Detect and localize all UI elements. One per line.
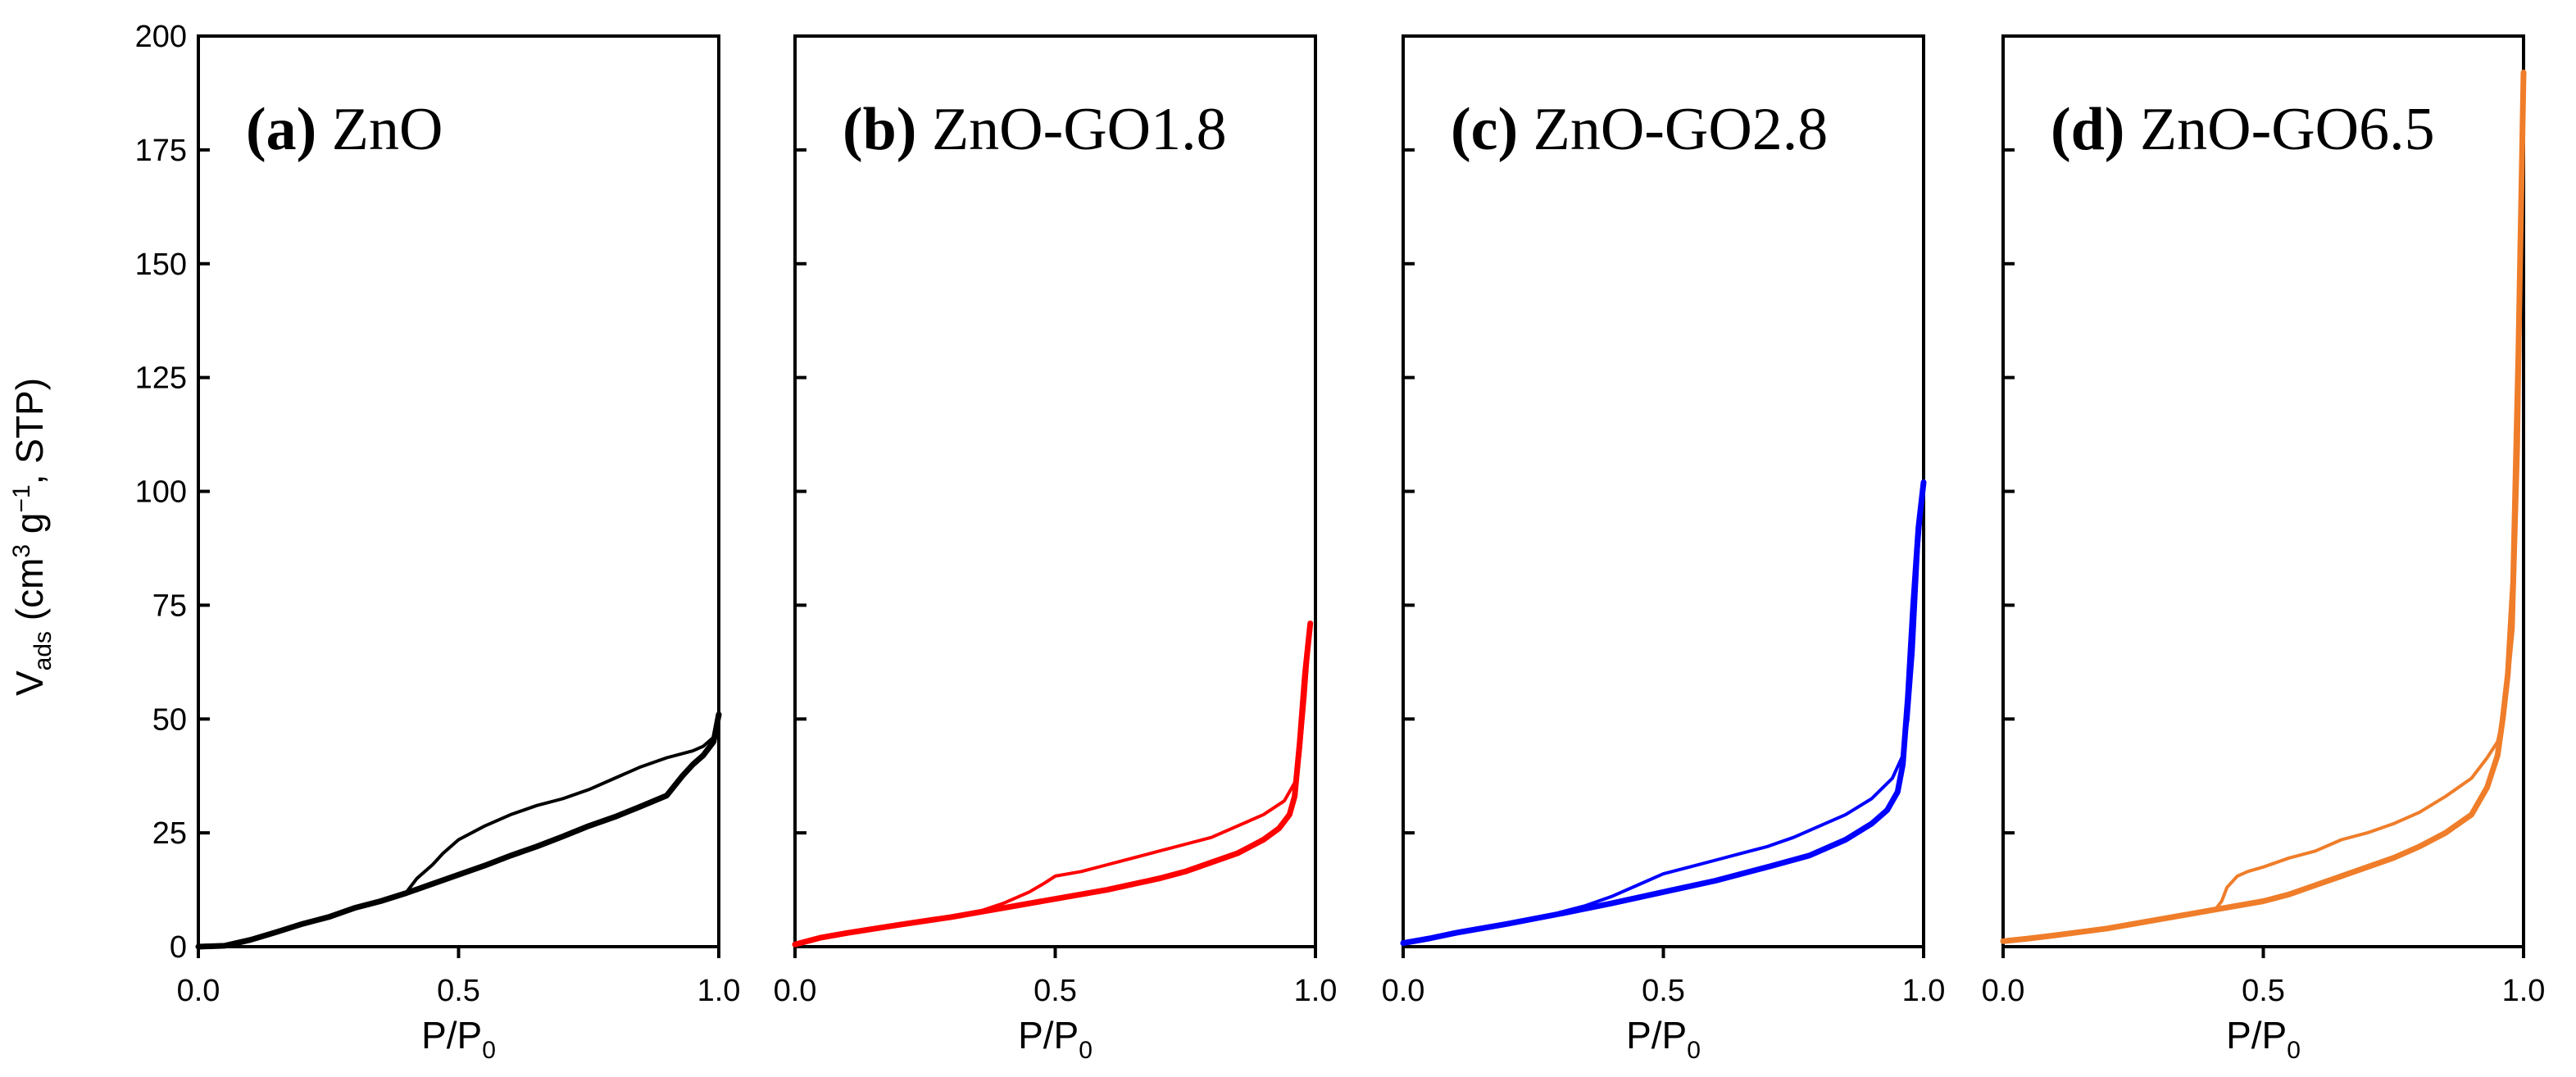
y-tick-label: 75	[152, 588, 187, 623]
x-tick-label: 0.5	[437, 974, 480, 1008]
y-tick-label: 125	[135, 361, 187, 396]
y-tick-label: 100	[135, 475, 187, 510]
x-tick-label: 0.0	[177, 974, 220, 1008]
desorption-curve	[2215, 70, 2525, 910]
adsorption-curve	[792, 620, 1314, 947]
panel-a: 0.0 0.5 1.0 P/P0 (a) ZnO	[177, 34, 741, 1064]
x-axis-title: P/P0	[1018, 1014, 1093, 1064]
panel-c: 0.0 0.5 1.0 P/P0 (c) ZnO-GO2.8	[1382, 34, 1946, 1064]
panel-label: (d) ZnO-GO6.5	[2051, 96, 2435, 163]
x-axis-title: P/P0	[2226, 1014, 2301, 1064]
panel-b: 0.0 0.5 1.0 P/P0 (b) ZnO-GO1.8	[774, 34, 1338, 1064]
adsorption-curve	[2000, 69, 2527, 944]
plot-frame	[1402, 34, 1925, 948]
desorption-curve	[980, 621, 1312, 912]
panels: 0.0 0.5 1.0 P/P0 (a) ZnO 0.0 0.5 1.0 P/P0 (b) ZnO…	[177, 34, 2546, 1064]
y-axis-title: Vads (cm3 g−1, STP)	[8, 378, 57, 696]
adsorption-curve	[1400, 479, 1927, 947]
y-tick-label: 200	[135, 20, 187, 54]
y-tick-label: 150	[135, 248, 187, 282]
x-tick-label: 1.0	[697, 974, 741, 1008]
x-axis-title: P/P0	[421, 1014, 496, 1064]
panel-d: 0.0 0.5 1.0 P/P0 (d) ZnO-GO6.5	[1982, 34, 2546, 1064]
x-tick-label: 0.0	[774, 974, 817, 1008]
x-tick-label: 1.0	[2502, 974, 2546, 1008]
x-tick-label: 1.0	[1294, 974, 1338, 1008]
y-tick-label: 0	[170, 930, 187, 965]
panel-label: (c) ZnO-GO2.8	[1451, 96, 1828, 163]
x-tick-label: 1.0	[1902, 974, 1946, 1008]
y-tick-labels: 0 25 50 75 100 125 150 175 200	[135, 20, 187, 965]
x-tick-label: 0.0	[1982, 974, 2025, 1008]
desorption-curve	[405, 712, 720, 894]
plot-frame	[793, 34, 1317, 948]
panel-label: (a) ZnO	[246, 96, 443, 163]
x-tick-label: 0.0	[1382, 974, 1425, 1008]
panel-label: (b) ZnO-GO1.8	[843, 96, 1227, 163]
y-tick-label: 50	[152, 702, 187, 737]
plot-frame	[197, 34, 720, 948]
desorption-curve	[1557, 480, 1925, 915]
x-axis-title: P/P0	[1626, 1014, 1701, 1064]
x-tick-label: 0.5	[1642, 974, 1685, 1008]
x-tick-label: 0.5	[1034, 974, 1077, 1008]
y-tick-label: 25	[152, 816, 187, 851]
plot-frame	[2001, 34, 2525, 948]
adsorption-curve	[195, 711, 722, 950]
x-tick-label: 0.5	[2242, 974, 2285, 1008]
y-tick-label: 175	[135, 134, 187, 168]
